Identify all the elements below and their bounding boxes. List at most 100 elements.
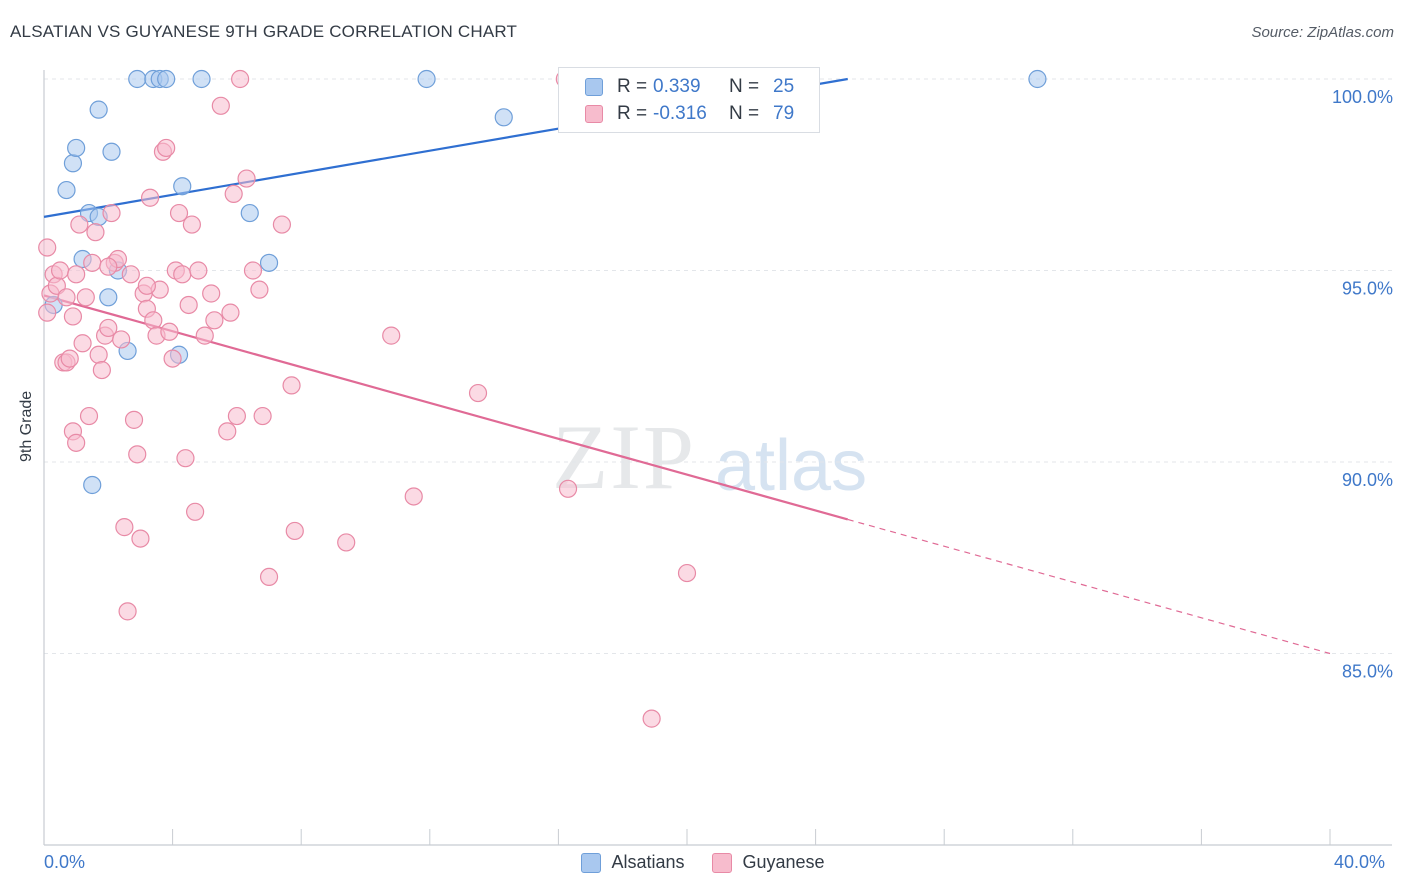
n-value: 25	[773, 76, 795, 97]
guyanese-point	[642, 709, 661, 728]
y-tick-labels: 100.0% 95.0% 90.0% 85.0%	[1332, 87, 1393, 682]
alsatian-point	[1028, 69, 1047, 89]
y-tick-label: 85.0%	[1342, 662, 1393, 682]
guyanese-point	[67, 265, 86, 284]
n-label: N =	[729, 103, 760, 124]
axes	[43, 70, 1392, 846]
guyanese-point	[140, 188, 160, 207]
alsatian-point	[128, 69, 147, 89]
guyanese-point	[282, 376, 301, 395]
guyanese-point	[73, 334, 92, 353]
guyanese-point	[179, 295, 198, 315]
guyanese-point	[231, 69, 250, 89]
alsatian-point	[63, 154, 83, 173]
alsatian-point	[102, 142, 121, 161]
data-points	[38, 69, 1047, 728]
guyanese-point	[38, 238, 57, 257]
alsatian-point	[173, 177, 192, 196]
guyanese-point	[38, 303, 57, 322]
y-tick-label: 90.0%	[1342, 470, 1393, 490]
guyanese-point	[169, 203, 189, 223]
alsatian-point	[89, 100, 108, 119]
guyanese-point	[253, 406, 272, 426]
y-tick-label: 100.0%	[1332, 87, 1393, 107]
guyanese-point	[83, 253, 102, 272]
r-label: R =	[617, 76, 648, 97]
alsatian-point	[192, 69, 211, 89]
guyanese-point	[63, 307, 83, 326]
guyanese-point	[131, 529, 150, 548]
legend-row-alsatians: R = 0.339 N = 25	[585, 75, 794, 99]
n-value: 79	[773, 103, 795, 124]
guyanese-point	[99, 318, 118, 338]
guyanese-point	[221, 303, 240, 322]
guyanese-point	[60, 349, 79, 368]
alsatians-swatch	[585, 78, 603, 96]
stats-legend: R = 0.339 N = 25 R = -0.316 N = 79	[558, 67, 820, 133]
guyanese-point	[189, 261, 208, 280]
guyanese-point	[250, 280, 269, 299]
alsatian-point	[240, 203, 259, 223]
guyanese-point	[57, 288, 76, 307]
alsatian-point	[99, 288, 118, 307]
guyanese-point	[195, 326, 214, 345]
guyanese-point	[102, 203, 121, 223]
guyanese-point	[382, 326, 401, 345]
guyanese-point	[272, 215, 292, 234]
guyanese-point	[121, 265, 140, 284]
y-tick-label: 95.0%	[1342, 279, 1393, 299]
guyanese-point	[202, 284, 221, 303]
guyanese-point	[79, 406, 99, 426]
guyanese-point	[86, 223, 105, 242]
alsatian-point	[67, 138, 86, 158]
guyanese-point	[144, 311, 163, 330]
guyanese-point	[259, 567, 279, 587]
guyanese-point	[176, 449, 195, 468]
guyanese-point	[128, 445, 147, 464]
r-label: R =	[617, 103, 648, 124]
guyanese-point	[50, 261, 70, 280]
x-axis-min-label: 0.0%	[44, 852, 86, 872]
legend-item-alsatians[interactable]: Alsatians	[581, 852, 684, 873]
source-credit: Source: ZipAtlas.com	[1251, 24, 1394, 41]
guyanese-point	[67, 433, 86, 452]
y-axis-label: 9th Grade	[18, 390, 35, 462]
guyanese-point	[124, 410, 144, 429]
guyanese-point	[137, 276, 156, 295]
r-value: -0.316	[653, 103, 707, 124]
guyanese-point	[112, 330, 131, 349]
guyanese-point	[218, 422, 237, 441]
legend-label: Guyanese	[742, 852, 825, 872]
alsatian-point	[83, 475, 102, 495]
guyanese-point	[243, 261, 263, 280]
guyanese-point	[558, 479, 578, 498]
legend-item-guyanese[interactable]: Guyanese	[712, 852, 825, 873]
guyanese-trend-line-extension	[847, 518, 1331, 655]
guyanese-point	[337, 533, 356, 552]
guyanese-point	[211, 96, 230, 115]
x-axis-max-label: 40.0%	[1334, 852, 1386, 872]
guyanese-point	[89, 345, 108, 364]
guyanese-point	[404, 487, 423, 506]
chart-title: ALSATIAN VS GUYANESE 9TH GRADE CORRELATI…	[10, 22, 518, 41]
alsatian-point	[259, 253, 279, 272]
guyanese-point	[115, 518, 134, 537]
guyanese-swatch	[585, 105, 603, 123]
alsatian-point	[57, 180, 76, 200]
guyanese-point	[118, 602, 137, 621]
guyanese-point	[76, 288, 95, 307]
guyanese-point	[70, 215, 89, 234]
guyanese-point	[224, 184, 243, 203]
series-legend: Alsatians Guyanese	[0, 852, 1406, 873]
gridlines	[44, 78, 1392, 654]
guyanese-point	[173, 265, 192, 284]
guyanese-point	[677, 563, 697, 583]
guyanese-point	[182, 215, 201, 234]
guyanese-swatch	[712, 852, 733, 873]
alsatian-point	[157, 69, 176, 89]
alsatians-swatch	[581, 852, 602, 873]
legend-label: Alsatians	[611, 852, 685, 872]
alsatian-point	[494, 108, 513, 127]
r-value: 0.339	[653, 76, 701, 97]
